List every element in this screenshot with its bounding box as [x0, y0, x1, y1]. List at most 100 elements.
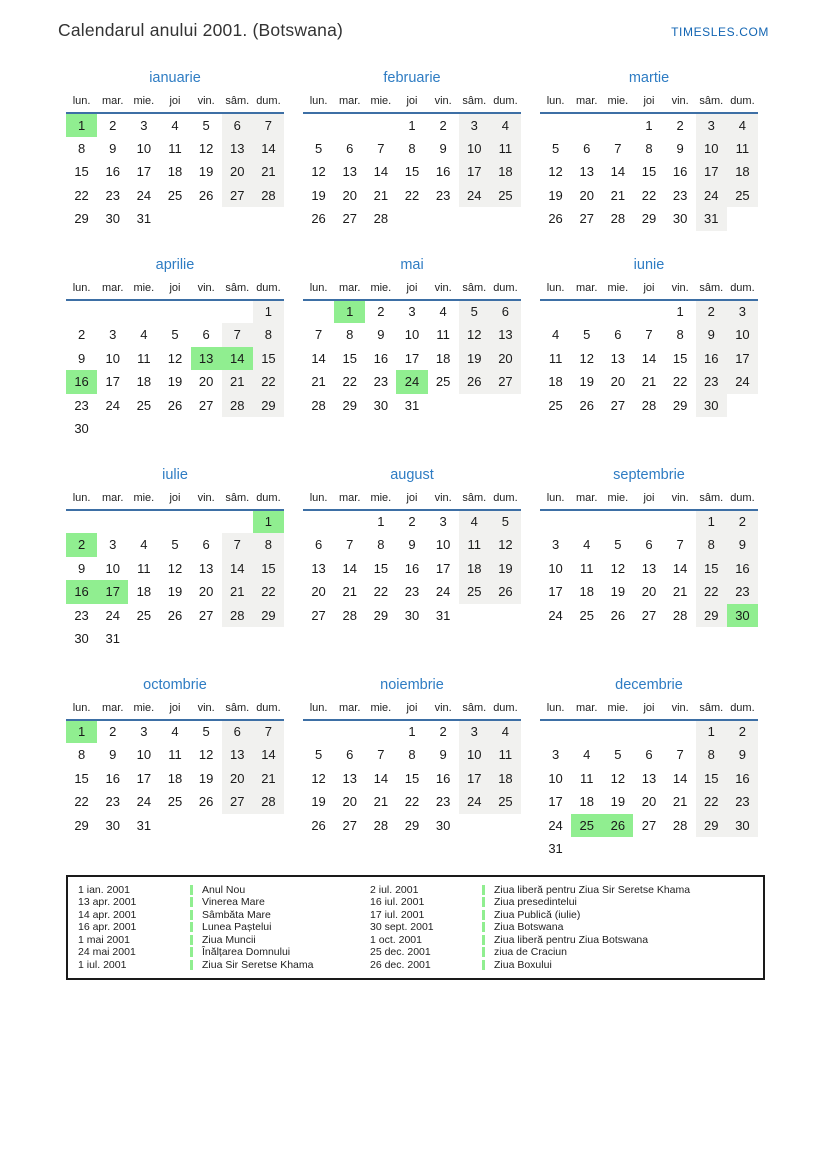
day-cell: 9: [726, 533, 758, 557]
day-cell: 18: [136, 584, 152, 600]
day-cell: 1: [408, 724, 416, 740]
day-cell: [459, 604, 490, 628]
day-cell: 30: [74, 421, 89, 437]
day-cell: 21: [342, 584, 357, 600]
day-cell: [191, 627, 222, 651]
day-cell: [191, 207, 222, 231]
day-cell: 24: [435, 584, 451, 600]
day-cell: 5: [614, 537, 622, 553]
day-header-cell: mie.: [128, 93, 160, 114]
day-cell: 23: [105, 187, 120, 203]
day-cell: 26: [198, 187, 214, 203]
day-cell: 27: [641, 817, 657, 833]
day-header-cell: mar.: [571, 699, 603, 721]
day-cell: 10: [136, 140, 152, 156]
day-cell: 29: [373, 607, 389, 623]
day-cell: 1: [645, 117, 653, 133]
day-cell: [191, 814, 222, 838]
day-cell: 22: [252, 580, 284, 604]
day-cell: 1: [676, 304, 684, 320]
month-title: iulie: [162, 466, 188, 483]
day-cell: 22: [373, 584, 389, 600]
legend-entry: 1 ian. 2001 Anul Nou: [78, 884, 370, 897]
day-header-cell: mar.: [97, 489, 129, 511]
brand-link[interactable]: TIMESLES.COM: [671, 25, 769, 39]
day-cell: 3: [458, 719, 490, 743]
month-title: august: [390, 466, 434, 483]
month-table: lun. mar. mie. joi vin. sâm. dum. 1 2 3 4 5 6 7 8 9 10 1…: [303, 93, 521, 231]
day-cell: 14: [672, 770, 688, 786]
day-cell: 11: [579, 560, 594, 576]
day-header-cell: lun.: [66, 93, 98, 114]
day-cell: 24: [458, 183, 490, 207]
day-cell: [222, 207, 253, 231]
legend-date: 1 ian. 2001: [78, 883, 130, 896]
day-cell: 19: [167, 584, 183, 600]
day-cell: 18: [167, 770, 183, 786]
day-cell: [571, 720, 602, 744]
day-cell: 26: [311, 211, 326, 227]
week-row: 24 25 26 27 28 29 30: [540, 603, 758, 627]
day-cell: [128, 300, 159, 324]
day-cell: 17: [136, 770, 152, 786]
day-header-cell: sâm.: [221, 279, 253, 301]
day-cell: [303, 113, 334, 137]
month-title: mai: [400, 256, 424, 273]
day-cell: 25: [571, 813, 603, 837]
day-cell: 4: [726, 113, 758, 137]
day-cell: 28: [641, 397, 657, 413]
day-cell: 26: [489, 580, 521, 604]
day-cell: [222, 510, 253, 534]
day-cell: 10: [548, 560, 563, 576]
week-row: 16 17 18 19 20 21 22: [66, 370, 284, 394]
day-cell: 16: [404, 560, 420, 576]
day-cell: 21: [311, 374, 326, 390]
day-cell: 24: [548, 817, 563, 833]
day-cell: 12: [198, 747, 214, 763]
legend-entry: 1 iul. 2001 Ziua Sir Seretse Khama: [78, 959, 370, 972]
day-cell: 4: [171, 117, 179, 133]
day-cell: 2: [408, 514, 416, 530]
day-cell: 14: [221, 346, 253, 370]
day-header-cell: mie.: [602, 699, 634, 721]
day-cell: 16: [105, 770, 120, 786]
day-cell: 15: [74, 164, 89, 180]
legend-entry: 13 apr. 2001 Vinerea Mare: [78, 896, 370, 909]
day-cell: [490, 394, 521, 418]
legend-entry: 30 sept. 2001 Ziua Botswana: [370, 921, 755, 934]
day-cell: 5: [614, 747, 622, 763]
day-cell: 10: [105, 350, 120, 366]
day-cell: [159, 417, 190, 441]
day-cell: 19: [548, 187, 563, 203]
day-cell: [97, 510, 128, 534]
day-header-cell: sâm.: [695, 699, 727, 721]
day-cell: 10: [695, 136, 727, 160]
legend-entry: 16 apr. 2001 Lunea Paștelui: [78, 921, 370, 934]
holiday-color-bar: [190, 934, 193, 945]
holiday-color-bar: [482, 960, 485, 971]
day-cell: [602, 837, 633, 861]
legend-label: Ziua Sir Seretse Khama: [202, 959, 314, 972]
month-title: ianuarie: [149, 70, 201, 86]
day-cell: 25: [548, 397, 563, 413]
day-cell: 9: [676, 140, 684, 156]
day-cell: 7: [645, 327, 653, 343]
day-cell: 16: [726, 766, 758, 790]
day-cell: 12: [610, 770, 626, 786]
day-cell: 6: [645, 747, 653, 763]
day-header-cell: mie.: [365, 93, 397, 114]
legend-label: Ziua Muncii: [202, 933, 256, 946]
day-cell: 1: [408, 117, 416, 133]
day-cell: 20: [579, 187, 594, 203]
legend-entry: 17 iul. 2001 Ziua Publică (iulie): [370, 909, 755, 922]
day-cell: 3: [140, 724, 148, 740]
day-cell: 13: [342, 164, 357, 180]
top-bar: Calendarul anului 2001. (Botswana) TIMES…: [58, 20, 769, 41]
day-header-cell: joi: [159, 279, 191, 301]
day-cell: 25: [167, 187, 183, 203]
month-body: 1 2 3 4 5 6 7 8 9 10 11 12 13 14 15 16 17 18 19 20 21 22 23 24 2…: [540, 299, 758, 417]
day-cell: 18: [579, 794, 594, 810]
